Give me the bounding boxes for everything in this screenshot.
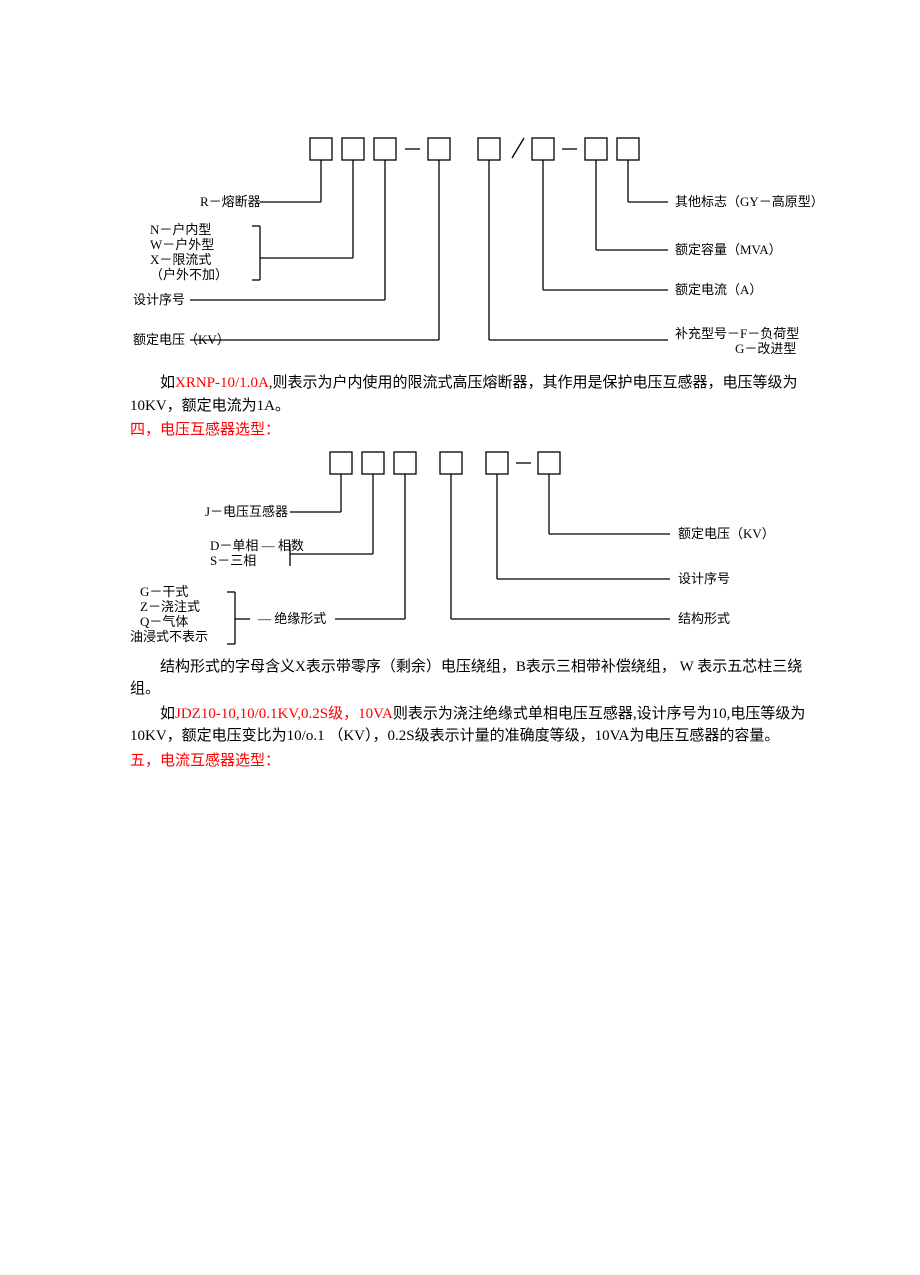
d1-left-3: 额定电压（KV）	[133, 332, 230, 347]
d2-left-1b: S－三相	[210, 553, 256, 568]
para-3a: 如	[160, 706, 175, 722]
d2-left-2b: Z－浇注式	[140, 599, 200, 614]
d1-right-0: 其他标志（GY－高原型）	[675, 194, 820, 209]
d1-left-1c: X－限流式	[150, 252, 211, 267]
d2-right-2: 结构形式	[678, 611, 730, 626]
d1-left-0: R－熔断器	[200, 194, 261, 209]
d1-right-2: 额定电流（A）	[675, 282, 762, 297]
d1-right-3b: G－改进型	[735, 341, 796, 356]
para-1: 如XRNP-10/1.0A,则表示为户内使用的限流式高压熔断器，其作用是保护电压…	[130, 372, 820, 417]
para-3: 如JDZ10-10,10/0.1KV,0.2S级，10VA则表示为浇注绝缘式单相…	[130, 703, 820, 748]
d2-left-3: — 绝缘形式	[257, 611, 326, 626]
heading-4: 四，电压互感器选型：	[130, 419, 820, 442]
d2-right-0: 额定电压（KV）	[678, 526, 775, 541]
para-3-red: JDZ10-10,10/0.1KV,0.2S级，10VA	[175, 706, 393, 722]
heading-5: 五，电流互感器选型：	[130, 750, 820, 773]
d1-left-1d: （户外不加）	[150, 267, 228, 282]
para-1a: 如	[160, 375, 175, 391]
d1-right-3a: 补充型号－F－负荷型	[675, 326, 799, 341]
para-1-red: XRNP-10/1.0A	[175, 375, 269, 391]
d1-left-1b: W－户外型	[150, 237, 214, 252]
d2-left-1a: D－单相 — 相数	[210, 538, 304, 553]
page: R－熔断器 N－户内型 W－户外型 X－限流式 （户外不加） 设计序号 额定电压…	[0, 0, 920, 854]
d2-left-0: J－电压互感器	[205, 504, 288, 519]
diagram-fuse: R－熔断器 N－户内型 W－户外型 X－限流式 （户外不加） 设计序号 额定电压…	[130, 130, 820, 370]
d2-left-2c: Q－气体	[140, 614, 188, 629]
d2-left-2d: 油浸式不表示	[130, 629, 208, 644]
d2-left-2a: G－干式	[140, 584, 188, 599]
diagram-voltage-transformer: J－电压互感器 D－单相 — 相数 S－三相 G－干式 Z－浇注式 Q－气体 油…	[130, 444, 820, 654]
d1-left-1a: N－户内型	[150, 222, 211, 237]
d1-left-2: 设计序号	[133, 292, 185, 307]
d2-right-1: 设计序号	[678, 571, 730, 586]
para-2: 结构形式的字母含义X表示带零序（剩余）电压绕组，B表示三相带补偿绕组， W 表示…	[130, 656, 820, 701]
d1-right-1: 额定容量（MVA）	[675, 242, 782, 257]
